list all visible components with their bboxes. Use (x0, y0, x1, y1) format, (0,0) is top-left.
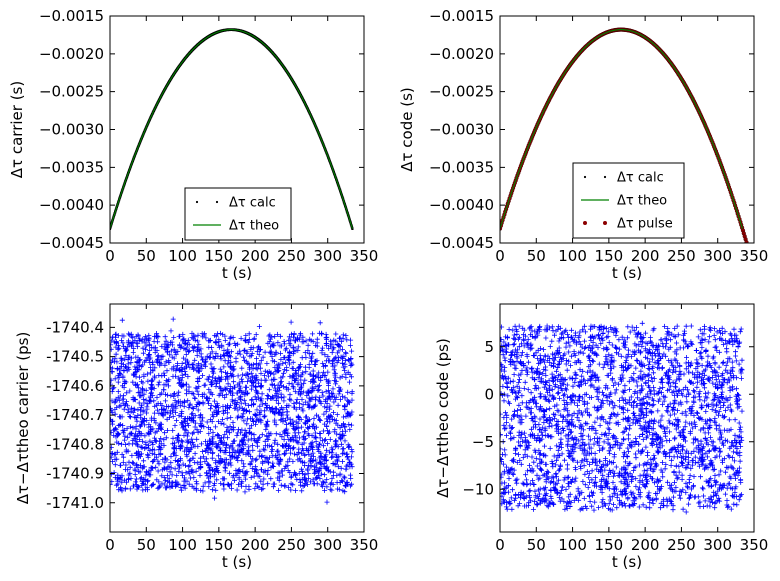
y-axis-label: Δτ carrier (s) (8, 81, 26, 178)
x-tick-label: 250 (667, 247, 696, 265)
x-tick-label: 0 (105, 247, 115, 265)
x-tick-label: 350 (350, 247, 379, 265)
x-tick-label: 250 (667, 536, 696, 554)
legend-entry: Δτ theo (193, 219, 279, 234)
x-tick-label: 150 (205, 247, 234, 265)
plot-area (500, 27, 749, 243)
y-tick-label: 5 (484, 338, 494, 356)
y-tick-label: −0.0040 (39, 196, 104, 214)
x-axis-label: t (s) (612, 553, 642, 571)
y-tick-label: -1741.0 (46, 494, 104, 512)
x-tick-label: 100 (558, 536, 587, 554)
series-theo-line (110, 29, 353, 229)
x-tick-label: 200 (631, 536, 660, 554)
x-tick-label: 100 (168, 247, 197, 265)
y-tick-label: −0.0035 (429, 158, 494, 176)
y-tick-label: -1740.4 (46, 318, 104, 336)
y-tick-label: -1740.7 (46, 406, 104, 424)
x-tick-label: 300 (703, 247, 732, 265)
y-axis-label: Δτ−Δτtheo code (ps) (434, 338, 452, 498)
y-tick-label: −0.0035 (39, 158, 104, 176)
x-tick-label: 250 (277, 247, 306, 265)
x-tick-label: 50 (137, 247, 156, 265)
legend-entry: Δτ theo (581, 194, 667, 209)
x-tick-label: 0 (105, 536, 115, 554)
x-tick-label: 350 (350, 536, 379, 554)
series-residual-points (110, 316, 355, 505)
series-theo-line (500, 29, 743, 229)
x-tick-label: 350 (740, 247, 769, 265)
y-tick-label: −10 (462, 480, 494, 498)
y-tick-label: −0.0015 (429, 7, 494, 25)
plot-area (110, 316, 355, 505)
x-tick-label: 50 (137, 536, 156, 554)
legend: Δτ calc Δτ theo Δτ pulse (572, 162, 685, 239)
legend-entry: Δτ calc (583, 171, 664, 186)
series-residual-points (500, 320, 745, 515)
legend-label: Δτ pulse (617, 217, 673, 232)
y-tick-label: −0.0020 (429, 45, 494, 63)
x-tick-label: 150 (595, 247, 624, 265)
x-tick-label: 150 (595, 536, 624, 554)
chart-panel-2: 0 50 100 150 200 250 300 350 −0.0045 −0.0040 −0.00… (398, 7, 768, 282)
legend-label: Δτ calc (229, 196, 276, 211)
y-tick-label: −0.0045 (429, 234, 494, 252)
plot-area (500, 320, 745, 515)
legend-box (184, 187, 292, 241)
x-tick-label: 150 (205, 536, 234, 554)
axes-frame (109, 303, 365, 533)
legend-label: Δτ calc (617, 171, 664, 186)
y-tick-label: -1740.6 (46, 377, 104, 395)
y-tick-label: −5 (472, 433, 494, 451)
y-tick-label: -1740.8 (46, 435, 104, 453)
chart-panel-4: 0 50 100 150 200 250 300 350 −10 −5 0 5 t (s) Δτ−Δτth… (434, 303, 769, 571)
x-tick-label: 300 (313, 536, 342, 554)
legend-label: Δτ theo (229, 219, 279, 234)
y-tick-label: −0.0030 (429, 121, 494, 139)
x-tick-label: 100 (168, 536, 197, 554)
x-tick-label: 300 (313, 247, 342, 265)
y-tick-label: −0.0045 (39, 234, 104, 252)
legend-label: Δτ theo (617, 194, 667, 209)
legend-entry: Δτ pulse (583, 217, 673, 232)
plot-area (110, 28, 354, 230)
y-tick-label: -1740.5 (46, 348, 104, 366)
axes-frame (499, 303, 755, 533)
x-tick-label: 200 (241, 536, 270, 554)
y-tick-label: −0.0020 (39, 45, 104, 63)
x-tick-label: 100 (558, 247, 587, 265)
y-tick-label: −0.0030 (39, 121, 104, 139)
x-tick-label: 200 (241, 247, 270, 265)
y-axis-label: Δτ code (s) (398, 87, 416, 172)
x-axis-label: t (s) (612, 264, 642, 282)
y-axis-label: Δτ−Δτtheo carrier (ps) (14, 332, 32, 505)
legend-entry: Δτ calc (195, 196, 276, 211)
legend: Δτ calc Δτ theo (184, 187, 292, 241)
x-tick-label: 350 (740, 536, 769, 554)
x-tick-label: 0 (495, 247, 505, 265)
x-axis-label: t (s) (222, 264, 252, 282)
chart-panel-1: 0 50 100 150 200 250 300 350 −0.0045 −0.0040 −0.00… (8, 7, 378, 282)
y-tick-label: −0.0015 (39, 7, 104, 25)
y-tick-label: −0.0025 (39, 83, 104, 101)
x-tick-label: 200 (631, 247, 660, 265)
y-tick-label: −0.0025 (429, 83, 494, 101)
x-tick-label: 50 (527, 536, 546, 554)
x-tick-label: 50 (527, 247, 546, 265)
x-axis-label: t (s) (222, 553, 252, 571)
y-tick-label: −0.0040 (429, 196, 494, 214)
x-tick-label: 300 (703, 536, 732, 554)
chart-panel-3: 0 50 100 150 200 250 300 350 -1741.0 -1740.9 -1740… (14, 303, 379, 571)
y-tick-label: 0 (484, 385, 494, 403)
x-tick-label: 250 (277, 536, 306, 554)
x-tick-label: 0 (495, 536, 505, 554)
y-tick-label: -1740.9 (46, 465, 104, 483)
